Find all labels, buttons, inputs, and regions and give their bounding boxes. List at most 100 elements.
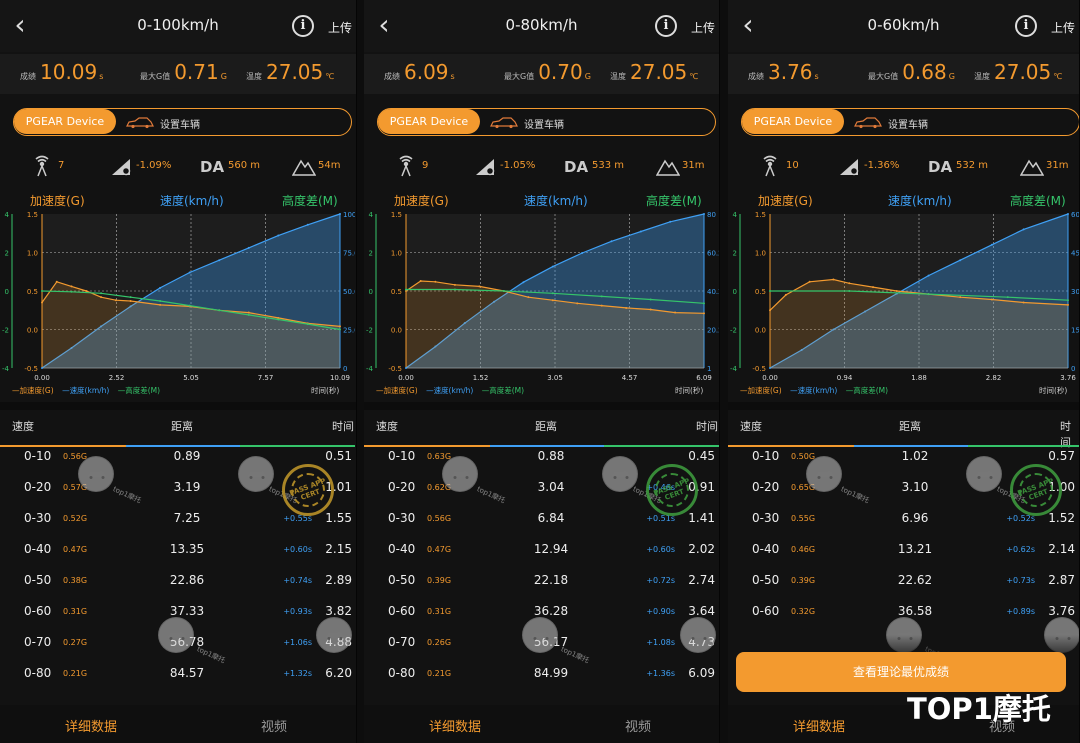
split-delta: +0.60s xyxy=(646,545,675,554)
sensor-row: 10 -1.36% DA 532 m 31m xyxy=(728,152,1079,184)
watermark-car-icon xyxy=(325,632,345,640)
data-point xyxy=(339,325,341,328)
accel-tick-label: 0.0 xyxy=(391,327,402,335)
split-distance: 1.02 xyxy=(901,449,929,463)
accel-tick-label: 0.5 xyxy=(755,288,766,296)
back-chevron-icon[interactable]: ‹ xyxy=(378,8,390,41)
split-time: 1.52 xyxy=(1048,511,1075,525)
result-value: 10.09 xyxy=(40,60,98,84)
temp-stat: 温度 27.05 ℃ xyxy=(246,60,334,84)
watermark-logo xyxy=(238,456,274,492)
split-table-header: 速度 距离 时间 xyxy=(728,418,1079,449)
temp-unit: ℃ xyxy=(689,72,699,81)
maxg-unit: G xyxy=(584,72,591,81)
theoretical-best-button[interactable]: 查看理论最优成绩 xyxy=(736,652,1066,692)
accel-tick-label: 0.0 xyxy=(27,327,38,335)
split-row: 0-10 0.50G 1.02 0.57 xyxy=(728,449,1079,480)
satellite-count: 9 xyxy=(422,160,429,171)
split-speed: 0-70 xyxy=(388,635,416,649)
col-distance: 距离 xyxy=(899,420,921,433)
data-point xyxy=(188,271,191,274)
tab-details[interactable]: 详细数据 xyxy=(429,720,482,735)
split-distance: 3.10 xyxy=(901,480,929,494)
tab-video[interactable]: 视频 xyxy=(989,720,1016,735)
data-point xyxy=(434,280,437,283)
split-delta: +0.73s xyxy=(1006,576,1035,585)
data-point xyxy=(114,299,117,302)
data-point xyxy=(129,305,132,308)
split-delta: +0.93s xyxy=(283,607,312,616)
upload-button[interactable]: 上传 xyxy=(1050,21,1075,35)
speed-axis-title: 速度(km/h) xyxy=(888,194,952,208)
certification-stamp: PASS APP CERT xyxy=(282,464,334,516)
set-vehicle-button[interactable]: 设置车辆 xyxy=(524,120,564,131)
set-vehicle-button[interactable]: 设置车辆 xyxy=(160,120,200,131)
data-point xyxy=(478,285,481,288)
altitude-value: 31m xyxy=(682,160,705,171)
data-point xyxy=(100,296,103,299)
back-chevron-icon[interactable]: ‹ xyxy=(14,8,26,41)
header-bar-accel xyxy=(0,445,126,447)
altitude-tick-label: 4 xyxy=(5,211,10,219)
page-title: 0-100km/h xyxy=(137,16,219,34)
result-panel: ‹ 0-100km/h i 上传 成绩 10.09 s 最大G值 0.71 G 温度 27… xyxy=(0,0,357,743)
altitude-axis-title: 高度差(M) xyxy=(282,194,338,208)
split-time: 1.41 xyxy=(688,511,715,525)
altitude-tick-label: -4 xyxy=(730,365,738,373)
data-point xyxy=(808,280,811,283)
info-icon[interactable]: i xyxy=(292,15,314,37)
certification-stamp: PASS APP CERT xyxy=(1010,464,1062,516)
data-point xyxy=(895,290,898,292)
upload-button[interactable]: 上传 xyxy=(327,21,352,35)
split-max-g: 0.39G xyxy=(427,576,452,585)
tab-details[interactable]: 详细数据 xyxy=(793,720,846,735)
altitude-tick-label: -4 xyxy=(2,365,10,373)
split-max-g: 0.56G xyxy=(427,514,452,523)
data-point xyxy=(247,311,250,314)
split-row: 0-10 0.63G 0.88 0.45 xyxy=(364,449,719,480)
tab-details[interactable]: 详细数据 xyxy=(65,720,118,735)
stats-bar: 成绩 10.09 s 最大G值 0.71 G 温度 27.05 ℃ xyxy=(0,54,356,94)
split-distance: 36.58 xyxy=(897,604,933,618)
x-tick-label: 3.76 xyxy=(1060,374,1076,382)
page-title: 0-80km/h xyxy=(505,16,578,34)
data-point xyxy=(522,281,525,284)
altitude-tick-label: 2 xyxy=(5,250,9,258)
device-selector[interactable]: PGEAR Device 设置车辆 xyxy=(13,108,352,136)
info-icon[interactable]: i xyxy=(1015,15,1037,37)
split-time: 6.20 xyxy=(325,666,352,680)
split-distance: 6.84 xyxy=(537,511,565,525)
device-button[interactable]: PGEAR Device xyxy=(14,109,116,134)
device-selector[interactable]: PGEAR Device 设置车辆 xyxy=(377,108,716,136)
satellite-count: 10 xyxy=(786,160,799,171)
mountain-icon xyxy=(292,159,316,176)
data-point xyxy=(188,304,191,307)
result-stat: 成绩 3.76 s xyxy=(748,60,819,84)
brand-watermark: TOP1摩托 xyxy=(907,692,1051,726)
device-selector[interactable]: PGEAR Device 设置车辆 xyxy=(741,108,1079,136)
tab-video[interactable]: 视频 xyxy=(261,720,288,735)
tab-video[interactable]: 视频 xyxy=(625,720,652,735)
device-button[interactable]: PGEAR Device xyxy=(742,109,844,134)
split-row: 0-40 0.47G 12.94 +0.60s 2.02 xyxy=(364,542,719,573)
data-point xyxy=(927,274,930,277)
set-vehicle-button[interactable]: 设置车辆 xyxy=(888,120,928,131)
device-button[interactable]: PGEAR Device xyxy=(378,109,480,134)
data-point xyxy=(848,290,851,292)
back-chevron-icon[interactable]: ‹ xyxy=(742,8,754,41)
split-speed: 0-50 xyxy=(24,573,52,587)
split-max-g: 0.21G xyxy=(427,669,452,678)
accel-tick-label: 1.5 xyxy=(755,211,766,219)
data-point xyxy=(669,220,672,223)
split-row: 0-60 0.31G 36.28 +0.90s 3.64 xyxy=(364,604,719,635)
col-distance: 距离 xyxy=(171,420,193,433)
data-point xyxy=(129,300,132,303)
info-icon[interactable]: i xyxy=(655,15,677,37)
upload-button[interactable]: 上传 xyxy=(690,21,715,35)
accel-area xyxy=(406,281,704,368)
maxg-stat: 最大G值 0.68 G xyxy=(868,60,955,84)
data-point xyxy=(453,288,456,291)
data-point xyxy=(306,323,309,326)
watermark-logo xyxy=(316,617,352,653)
split-max-g: 0.38G xyxy=(63,576,88,585)
